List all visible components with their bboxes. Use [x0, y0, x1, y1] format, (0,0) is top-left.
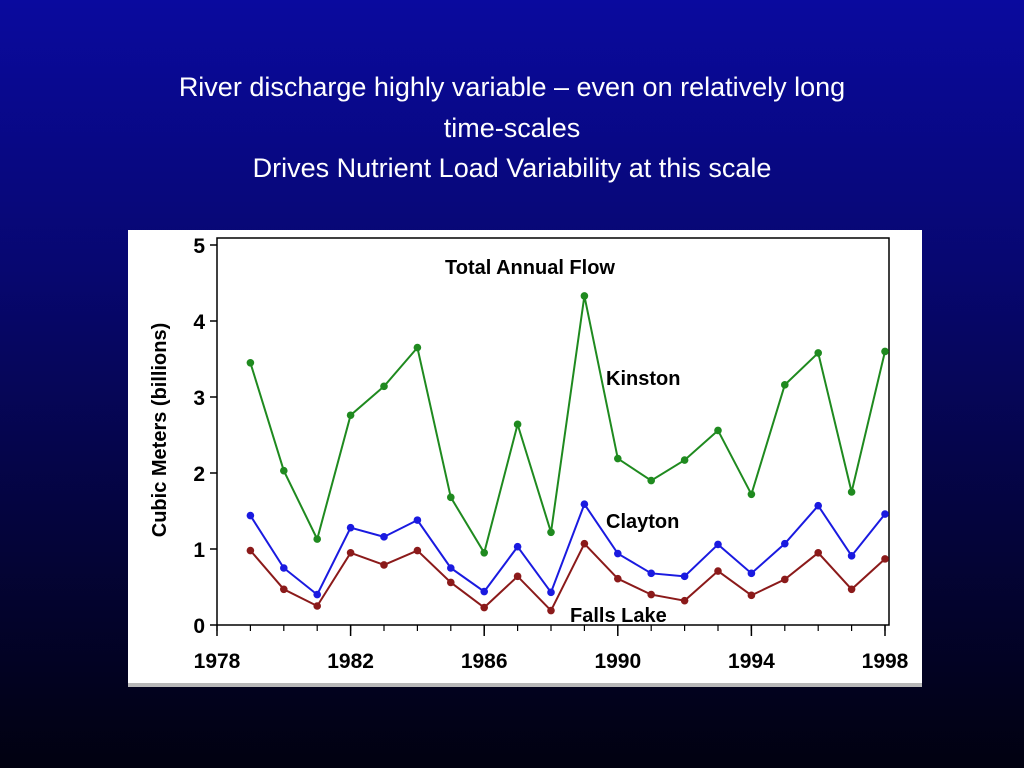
- data-point-falls-lake: [614, 574, 622, 583]
- data-point-clayton: [313, 590, 321, 599]
- x-tick-label: 1990: [594, 650, 641, 673]
- data-point-kinston: [246, 359, 255, 367]
- data-point-clayton: [280, 564, 288, 572]
- series-label-kinston: Kinston: [606, 368, 680, 390]
- axes: 0 1 2 3 4 5 1978 1982 1986 1990 1994 1998: [193, 235, 908, 673]
- slide-title-line-3: Drives Nutrient Load Variability at this…: [252, 153, 772, 183]
- data-point-falls-lake: [647, 590, 655, 599]
- y-tick-label: 1: [193, 539, 205, 562]
- data-point-falls-lake: [513, 572, 522, 581]
- y-tick-label: 3: [193, 387, 205, 410]
- data-point-kinston: [747, 490, 756, 499]
- data-point-kinston: [413, 343, 422, 352]
- data-point-clayton: [380, 533, 388, 541]
- data-point-kinston: [547, 528, 555, 537]
- data-point-clayton: [447, 564, 455, 572]
- data-point-kinston: [313, 535, 321, 543]
- data-point-falls-lake: [847, 585, 856, 594]
- y-tick-label: 0: [193, 615, 205, 638]
- x-tick-label: 1986: [461, 650, 508, 673]
- data-point-falls-lake: [313, 602, 321, 610]
- x-tick-label: 1982: [327, 650, 374, 673]
- data-point-clayton: [881, 510, 889, 518]
- data-point-clayton: [513, 542, 522, 551]
- flow-chart: Total Annual Flow Cubic Meters (billions…: [149, 235, 909, 673]
- slide-title-line-2: time-scales: [443, 113, 581, 143]
- data-point-kinston: [614, 454, 622, 463]
- data-point-clayton: [814, 501, 822, 510]
- data-point-falls-lake: [280, 585, 288, 594]
- data-point-falls-lake: [814, 549, 822, 557]
- x-tick-label: 1998: [862, 650, 909, 673]
- series-label-falls-lake: Falls Lake: [570, 605, 667, 627]
- data-point-kinston: [781, 381, 789, 389]
- y-axis-label: Cubic Meters (billions): [149, 323, 171, 537]
- data-point-kinston: [814, 349, 822, 357]
- plot-frame: [216, 237, 890, 626]
- data-point-kinston: [680, 456, 689, 464]
- data-point-clayton: [246, 511, 255, 520]
- data-point-falls-lake: [413, 546, 422, 555]
- data-point-kinston: [380, 382, 388, 391]
- data-point-kinston: [647, 476, 655, 485]
- data-point-falls-lake: [714, 567, 722, 575]
- data-point-kinston: [513, 420, 522, 429]
- data-point-falls-lake: [580, 539, 589, 548]
- series-line-falls-lake: [249, 541, 886, 613]
- chart-panel: Total Annual Flow Cubic Meters (billions…: [128, 230, 922, 687]
- series-label-clayton: Clayton: [606, 511, 679, 533]
- data-point-clayton: [413, 516, 422, 524]
- series-line-kinston: [249, 295, 886, 556]
- data-point-kinston: [480, 549, 489, 557]
- data-point-falls-lake: [881, 555, 889, 563]
- data-point-falls-lake: [447, 578, 455, 587]
- y-tick-label: 5: [193, 235, 205, 258]
- data-point-clayton: [647, 569, 655, 578]
- x-tick-label: 1994: [728, 650, 775, 673]
- data-point-clayton: [480, 587, 489, 596]
- chart-title: Total Annual Flow: [445, 257, 615, 279]
- data-point-clayton: [680, 572, 689, 581]
- data-point-clayton: [547, 588, 555, 597]
- data-point-clayton: [614, 549, 622, 558]
- data-point-falls-lake: [380, 561, 388, 569]
- x-tick-label: 1978: [194, 650, 241, 673]
- data-point-clayton: [847, 552, 856, 560]
- data-point-clayton: [781, 539, 789, 548]
- data-point-clayton: [747, 569, 756, 578]
- data-point-falls-lake: [547, 606, 555, 615]
- data-point-kinston: [580, 292, 589, 300]
- data-point-kinston: [280, 466, 288, 475]
- data-point-clayton: [346, 523, 355, 532]
- slide-title-line-1: River discharge highly variable – even o…: [178, 72, 846, 102]
- data-point-falls-lake: [747, 591, 756, 600]
- data-point-falls-lake: [781, 575, 789, 584]
- series-line-clayton: [249, 502, 886, 597]
- data-point-kinston: [881, 347, 889, 356]
- data-point-kinston: [714, 426, 722, 435]
- data-point-kinston: [346, 411, 355, 420]
- y-tick-label: 2: [193, 463, 205, 486]
- data-point-clayton: [714, 540, 722, 549]
- data-point-falls-lake: [480, 603, 489, 612]
- data-point-falls-lake: [246, 546, 255, 555]
- data-point-falls-lake: [346, 549, 355, 557]
- data-point-clayton: [580, 500, 589, 508]
- data-point-kinston: [847, 488, 856, 496]
- data-point-kinston: [447, 493, 455, 502]
- series-labels: Kinston Clayton Falls Lake: [570, 368, 680, 627]
- series-layer: [246, 292, 889, 615]
- data-point-falls-lake: [680, 596, 689, 605]
- y-tick-label: 4: [193, 311, 205, 334]
